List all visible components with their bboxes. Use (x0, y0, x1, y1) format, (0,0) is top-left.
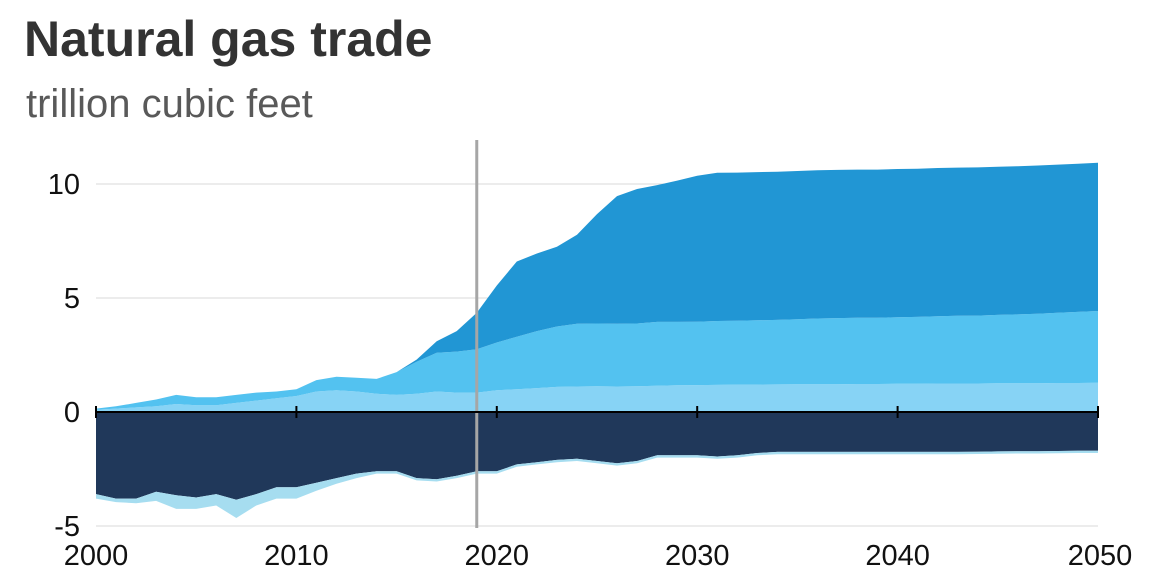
area-series-1 (96, 382, 1098, 412)
x-tick-label: 2020 (465, 540, 530, 572)
x-axis (95, 406, 1099, 418)
x-tick-label: 2000 (64, 540, 129, 572)
area-series-2 (96, 311, 1098, 410)
x-tick-label: 2050 (1068, 540, 1133, 572)
area-series (96, 162, 1098, 518)
area-series-3 (96, 162, 1098, 409)
chart-subtitle: trillion cubic feet (26, 82, 313, 126)
y-tick-label: 10 (48, 169, 80, 201)
y-tick-labels: 10 5 0 -5 (48, 169, 80, 543)
y-tick-label: -5 (54, 511, 80, 543)
y-tick-label: 0 (64, 397, 80, 429)
x-tick-label: 2010 (264, 540, 329, 572)
chart-title: Natural gas trade (24, 11, 433, 67)
x-tick-labels: 2000 2010 2020 2030 2040 2050 (64, 540, 1133, 572)
x-tick-label: 2030 (665, 540, 730, 572)
x-tick-label: 2040 (865, 540, 930, 572)
y-tick-label: 5 (64, 283, 80, 315)
area-series-4 (96, 412, 1098, 500)
